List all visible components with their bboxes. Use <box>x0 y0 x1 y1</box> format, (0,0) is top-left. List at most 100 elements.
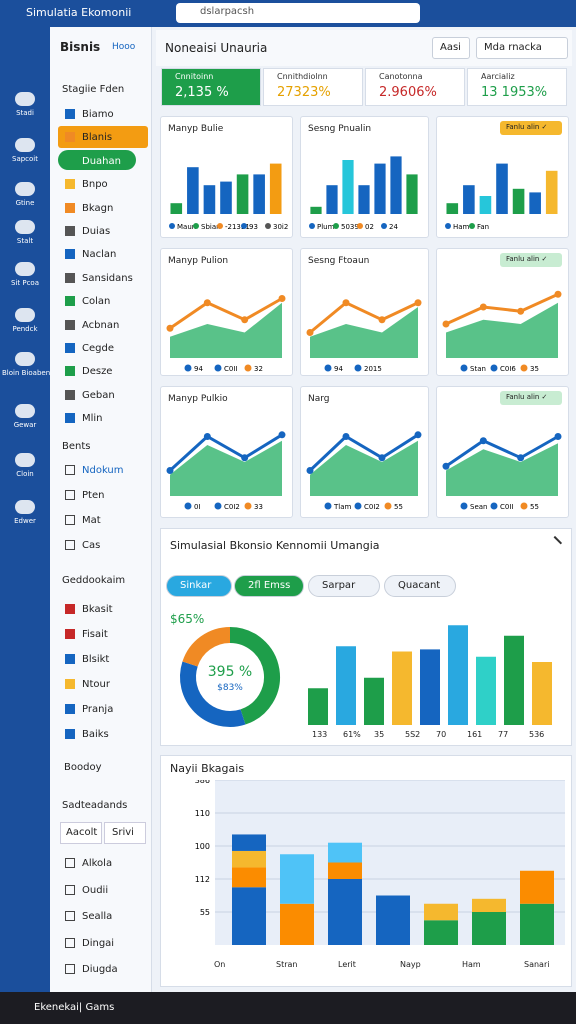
tab-label[interactable]: Sinkar <box>180 580 212 591</box>
nav-item[interactable]: Dingai <box>82 937 115 949</box>
nav-item[interactable]: Alkola <box>82 858 113 869</box>
kpi-card <box>467 68 567 106</box>
nav-item[interactable]: Sealla <box>82 911 113 922</box>
legend-label: C0I2 <box>364 503 380 511</box>
legend-dot <box>460 364 468 372</box>
legend-label: 2015 <box>364 365 382 373</box>
bar <box>463 185 475 214</box>
legend-dot <box>193 223 199 229</box>
nav-item[interactable]: Biamo <box>82 109 114 120</box>
point <box>414 431 422 439</box>
bar-label: 70 <box>436 730 447 739</box>
nav-item[interactable]: Ndokum <box>82 465 124 476</box>
rail-label: Bloin Bioaben <box>2 369 51 377</box>
card-title: Manyp Pulion <box>168 256 229 266</box>
nav-item[interactable]: Mlin <box>82 413 103 425</box>
nav-item[interactable]: Oudii <box>82 884 109 896</box>
rail-icon <box>15 138 35 152</box>
tab-label[interactable]: Sarpar <box>322 580 356 591</box>
card-title: Sesng Ftoaun <box>308 256 370 266</box>
kpi-card <box>263 68 363 106</box>
card <box>160 116 293 238</box>
nav-item[interactable]: Bkasit <box>82 604 113 615</box>
item-icon <box>65 413 75 424</box>
tab[interactable] <box>384 575 456 597</box>
button-label[interactable]: Aasi <box>440 42 461 53</box>
tab[interactable] <box>308 575 380 597</box>
x-tick-label: Nayp <box>400 960 421 969</box>
y-tick-label: 110 <box>195 809 210 818</box>
nav-item[interactable]: Duias <box>82 226 111 237</box>
tab-label[interactable]: Quacant <box>398 580 441 591</box>
legend-label: 02 <box>365 223 374 231</box>
item-icon <box>65 389 75 400</box>
rail-icon <box>15 262 35 276</box>
nav-item[interactable]: Duahan <box>82 155 121 167</box>
button[interactable] <box>432 37 470 59</box>
point <box>554 433 562 440</box>
area <box>446 302 558 358</box>
nav-item[interactable]: Sansidans <box>82 272 133 284</box>
legend-label: Fan <box>477 223 489 231</box>
legend-dot <box>384 502 392 510</box>
rail-label: Edwer <box>14 517 36 525</box>
tab[interactable] <box>234 575 304 597</box>
legend-dot <box>354 502 362 510</box>
nav-item[interactable]: Blsikt <box>82 654 110 665</box>
nav-item[interactable]: Ntour <box>82 679 110 690</box>
tab[interactable] <box>60 822 102 844</box>
nav-item[interactable]: Diugda <box>82 964 118 975</box>
nav-item[interactable]: Pten <box>82 490 105 501</box>
nav-item[interactable]: Cas <box>82 540 101 551</box>
tab-label[interactable]: 2fl Emss <box>248 580 291 591</box>
nav-item[interactable]: Pranja <box>82 704 114 715</box>
nav-item[interactable]: Bkagn <box>82 202 114 214</box>
card-chart: Tlam C0I2 55 <box>306 431 422 511</box>
search-box[interactable] <box>176 3 420 23</box>
legend-label: Stan <box>470 365 486 373</box>
legend-dot <box>333 223 339 229</box>
legend-dot <box>309 223 315 229</box>
button[interactable] <box>476 37 568 59</box>
page-title: Noneaisi Unauria <box>165 41 268 55</box>
tab-label[interactable]: Aacolt <box>66 827 98 838</box>
nav-item[interactable]: Acbnan <box>82 319 120 331</box>
point <box>378 454 386 462</box>
tab[interactable] <box>166 575 232 597</box>
tab[interactable] <box>104 822 146 844</box>
nav-item[interactable]: Baiks <box>82 729 109 740</box>
stack-chart: 386 110 100 112 55 <box>195 780 565 945</box>
nav-item[interactable]: Desze <box>82 366 113 378</box>
nav-item[interactable]: Naclan <box>82 249 117 261</box>
nav-item[interactable]: Mat <box>82 515 101 526</box>
bar-segment <box>232 867 266 888</box>
nav-item[interactable]: Blanis <box>82 132 113 144</box>
bar-label: 35 <box>374 730 385 739</box>
tab-label[interactable]: Srivi <box>112 827 134 838</box>
search-text[interactable]: dslarpacsh <box>200 6 255 17</box>
area <box>170 440 282 496</box>
active-item <box>58 126 148 149</box>
bar <box>374 163 386 214</box>
nav-item[interactable]: Geban <box>82 389 115 401</box>
item-icon <box>65 179 75 190</box>
nav-item[interactable]: Fisait <box>82 629 108 640</box>
nav-item[interactable]: Colan <box>82 296 111 308</box>
nav-item[interactable]: Bnpo <box>82 179 108 191</box>
rail-icon <box>15 92 35 106</box>
bar <box>512 188 525 214</box>
button-label[interactable]: Mda rnacka <box>484 42 542 53</box>
bar <box>236 174 249 214</box>
bar <box>187 167 199 214</box>
item-icon <box>65 604 75 614</box>
rail-icon <box>15 182 35 196</box>
item-icon <box>65 704 75 714</box>
rail-label: Gtine <box>15 199 35 207</box>
bar <box>392 651 412 725</box>
rail-label: Cloin <box>16 470 34 478</box>
legend-label: 94 <box>194 365 203 373</box>
rail-label: Stalt <box>16 237 34 245</box>
nav-item[interactable]: Cegde <box>82 343 114 354</box>
bar-segment <box>232 887 266 945</box>
